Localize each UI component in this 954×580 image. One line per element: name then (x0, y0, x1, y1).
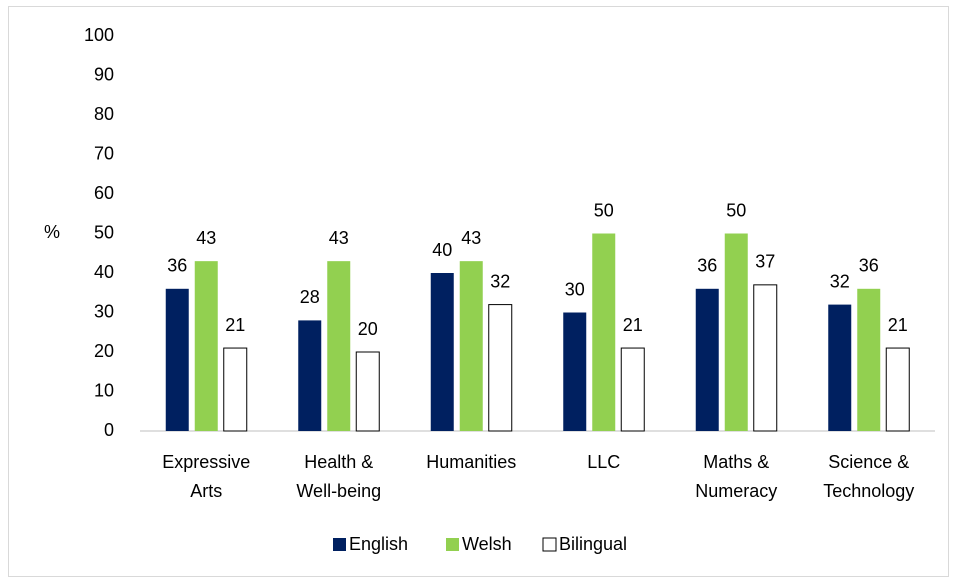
data-label: 21 (623, 315, 643, 335)
legend-swatch (446, 538, 459, 551)
y-tick-label: 90 (94, 64, 114, 84)
data-label: 20 (358, 319, 378, 339)
y-tick-label: 50 (94, 222, 114, 242)
bar (857, 288, 881, 431)
x-tick-label: Science & Technology (823, 452, 914, 501)
data-label: 30 (565, 279, 585, 299)
bar (327, 261, 351, 431)
bar (592, 233, 616, 431)
data-label: 36 (167, 256, 187, 276)
bar (165, 288, 189, 431)
data-label: 50 (594, 200, 614, 220)
data-label: 21 (225, 315, 245, 335)
data-label: 43 (461, 228, 481, 248)
y-tick-label: 60 (94, 183, 114, 203)
bar (828, 304, 852, 431)
bar (885, 347, 910, 432)
bar (753, 284, 778, 432)
legend-swatch (333, 538, 346, 551)
data-label: 50 (726, 200, 746, 220)
bar (298, 320, 322, 431)
y-tick-label: 70 (94, 143, 114, 163)
data-label: 36 (697, 256, 717, 276)
x-tick-label: Health & Well-being (296, 452, 381, 501)
legend-label: Welsh (462, 534, 512, 554)
x-tick-label: Expressive Arts (162, 452, 250, 501)
data-label: 21 (888, 315, 908, 335)
data-label: 32 (830, 271, 850, 291)
bar (695, 288, 719, 431)
bar (430, 273, 454, 431)
bar (223, 347, 248, 432)
y-tick-label: 0 (104, 420, 114, 440)
x-tick-label: Maths & Numeracy (695, 452, 777, 501)
bar (563, 312, 587, 431)
y-tick-label: 30 (94, 301, 114, 321)
bar (724, 233, 748, 431)
data-label: 40 (432, 240, 452, 260)
data-label: 36 (859, 256, 879, 276)
x-tick-label: Humanities (426, 452, 516, 472)
data-label: 43 (196, 228, 216, 248)
legend-swatch (542, 537, 557, 552)
legend-label: Bilingual (559, 534, 627, 554)
y-tick-label: 80 (94, 104, 114, 124)
legend-label: English (349, 534, 408, 554)
bar (620, 347, 645, 432)
y-tick-label: 10 (94, 380, 114, 400)
bar (459, 261, 483, 431)
y-tick-label: 20 (94, 341, 114, 361)
y-axis-label: % (44, 222, 60, 242)
data-label: 32 (490, 271, 510, 291)
y-tick-label: 40 (94, 262, 114, 282)
bar (194, 261, 218, 431)
bar (488, 304, 513, 432)
y-tick-label: 100 (84, 25, 114, 45)
data-label: 28 (300, 287, 320, 307)
bar (355, 351, 380, 432)
data-label: 37 (755, 252, 775, 272)
x-tick-label: LLC (587, 452, 620, 472)
data-label: 43 (329, 228, 349, 248)
